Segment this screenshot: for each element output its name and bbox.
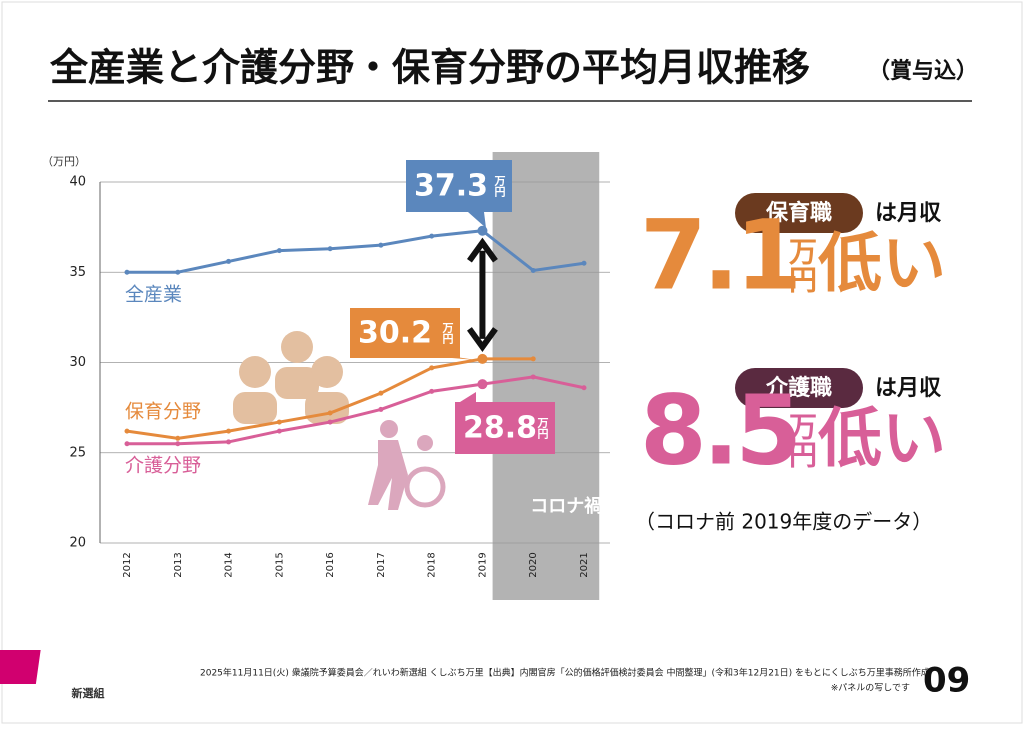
point [175,441,181,447]
icon [239,356,271,388]
covid-shade [492,152,600,600]
point [226,439,232,445]
point [327,410,333,416]
callout-tip [468,212,486,228]
chart: コロナ禍 20 25 30 35 40 2012 2013 2014 2015 2016 2017 20… [69,152,610,600]
callout-tip [460,392,476,402]
suffix: は月収 [875,201,942,226]
y-tick-label: 40 [69,175,86,190]
covid-label: コロナ禍 [530,495,602,517]
series-label: 保育分野 [125,401,201,423]
subtitle: （賞与込） [868,58,978,84]
x-tick-label: 2017 [376,552,387,577]
callout-unit: 万円 [493,175,507,198]
y-tick-label: 25 [69,445,86,460]
x-tick-label: 2021 [579,552,590,577]
x-tick-label: 2013 [173,552,184,577]
x-tick-label: 2012 [122,552,133,577]
gap-unit: 万円 [785,412,818,468]
point [226,428,232,434]
badge-text: 保育職 [765,200,832,226]
callout-unit: 万円 [441,322,455,345]
point [530,267,536,273]
point [429,365,435,371]
gap-unit: 万円 [785,237,818,293]
arrow-head [467,327,498,353]
point [327,246,333,252]
point [124,269,130,275]
badge-text: 介護職 [765,375,832,401]
gap-tail: 低い [818,228,946,302]
callout-value: 28.8 [463,411,537,446]
x-tick-label: 2015 [274,552,285,577]
point [581,260,587,266]
point [124,441,130,447]
logo-sub: 新選組 [72,686,105,700]
callout-value: 30.2 [358,316,432,351]
icon [380,420,398,438]
icon [281,331,313,363]
icon [417,435,433,451]
point [429,388,435,394]
icon [311,356,343,388]
arrow-head [467,237,498,263]
point [327,419,333,425]
point [429,233,435,239]
gap-value: 7.1 [640,199,798,311]
callout-value: 37.3 [414,169,488,204]
x-tick-label: 2014 [224,552,235,577]
gap-value: 8.5 [640,374,798,486]
point [530,356,536,362]
page-number: 09 [923,661,970,701]
y-tick-label: 20 [69,536,86,551]
y-tick-label: 30 [69,355,86,370]
x-tick-label: 2016 [325,552,336,577]
series-line [127,375,585,446]
point [378,242,384,248]
icon [404,466,446,508]
point [378,406,384,412]
logo: れいわ [54,655,114,679]
series-label: 介護分野 [125,455,201,477]
y-tick-label: 35 [69,265,86,280]
footer-note: ※パネルの写しです [831,683,910,694]
callout-box [406,160,512,212]
callout-unit: 万円 [536,417,550,440]
x-tick-label: 2020 [528,552,539,577]
point [276,419,282,425]
series-label: 全産業 [125,284,182,306]
badge [735,368,863,408]
point [477,379,488,390]
point [226,258,232,264]
point [477,353,488,364]
footer-source: 2025年11月11日(火) 衆議院予算委員会／れいわ新選組 くしぶち万里【出典… [200,667,930,679]
panel-note: （コロナ前 2019年度のデータ） [635,510,932,534]
point [124,428,130,434]
badge [735,193,863,233]
gap-tail: 低い [818,403,946,477]
series-line [127,229,585,274]
icon [233,392,277,424]
title: 全産業と介護分野・保育分野の平均月収推移 [49,46,810,90]
y-unit: （万円） [42,155,86,168]
point [477,225,488,236]
point [175,269,181,275]
icon [368,440,408,510]
callout-box [455,402,555,454]
callout-box [350,308,460,358]
point [276,248,282,254]
point [276,428,282,434]
logo-box [0,650,41,684]
point [530,374,536,380]
point [175,435,181,441]
x-tick-label: 2019 [477,552,488,577]
icon [275,367,319,399]
point [378,390,384,396]
point [581,385,587,391]
x-tick-label: 2018 [427,552,438,577]
suffix: は月収 [875,376,942,401]
